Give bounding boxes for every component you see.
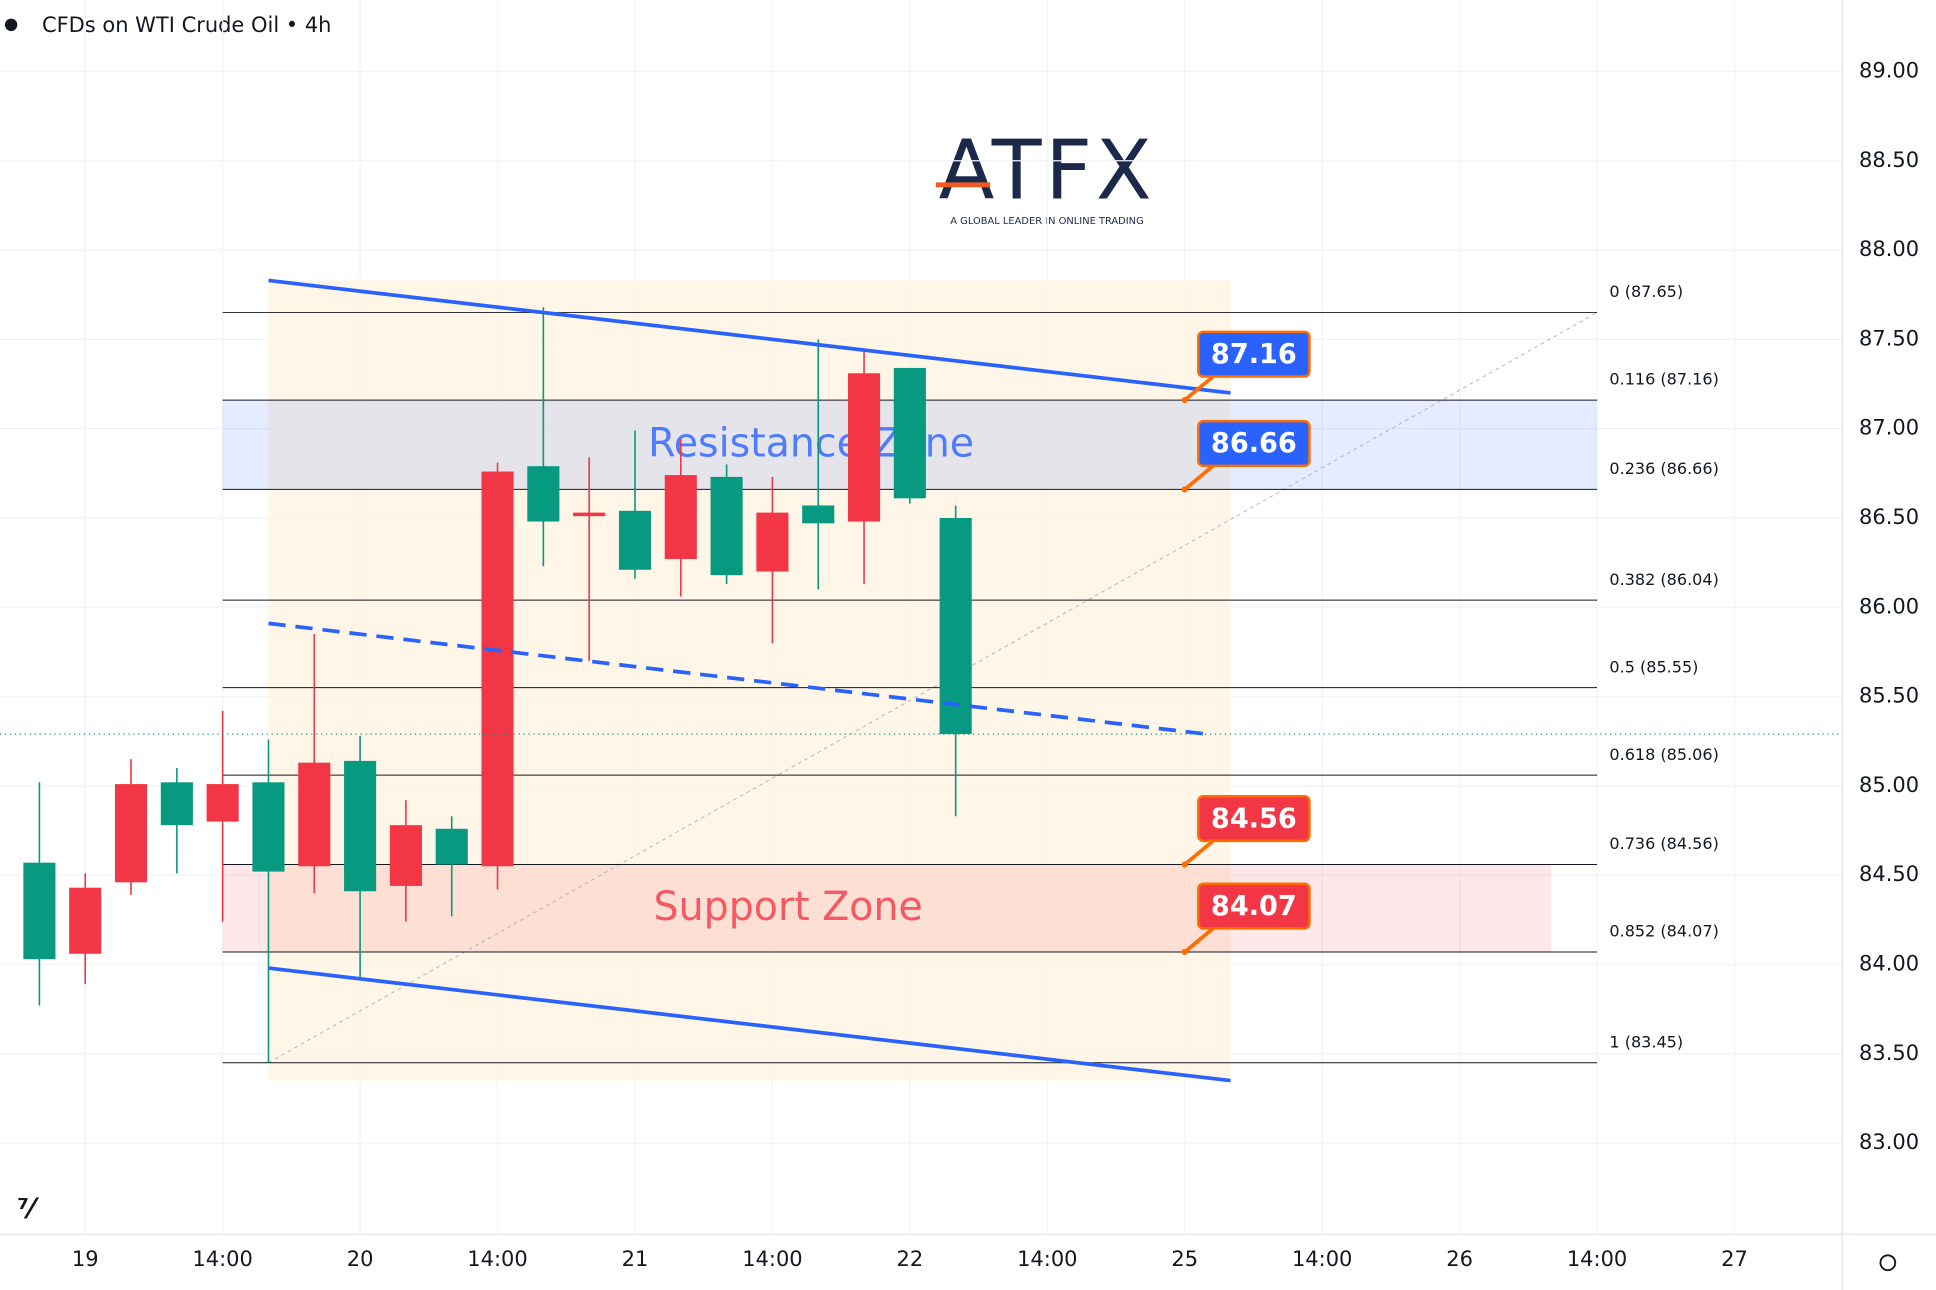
y-tick-label: 84.50 <box>1859 861 1919 886</box>
candle-body <box>802 505 835 524</box>
candle-body <box>939 517 972 735</box>
x-tick-label: 25 <box>1171 1246 1198 1271</box>
callout-box <box>1197 795 1311 843</box>
callout-box <box>1197 882 1311 930</box>
callout-pointer <box>1183 839 1215 866</box>
candle-body <box>298 762 331 867</box>
callout-label: 86.66 <box>1211 428 1297 459</box>
x-tick-label: 21 <box>622 1246 649 1271</box>
candle-body <box>435 828 468 865</box>
y-tick-label: 84.00 <box>1859 950 1919 975</box>
channel-fill <box>268 280 1231 1081</box>
candle-body <box>206 784 239 822</box>
zone-label: Support Zone <box>654 884 923 930</box>
candle-body <box>893 367 926 499</box>
plot-area: 83.00 83.50 84.00 84.50 85.00 85.50 86.00 86.50… <box>0 0 1919 1271</box>
y-tick-label: 83.00 <box>1859 1129 1919 1154</box>
trendline <box>268 966 1231 1083</box>
y-tick-label: 86.50 <box>1859 504 1919 529</box>
logo-title: ATFX <box>939 123 1156 218</box>
callout-box <box>1197 419 1311 468</box>
y-tick-label: 88.50 <box>1859 147 1919 172</box>
callout-label: 87.16 <box>1211 339 1297 370</box>
fib-label: 0.852 (84.07) <box>1609 922 1718 941</box>
fib-label: 0.618 (85.06) <box>1609 745 1718 764</box>
trendline <box>268 621 1207 736</box>
candle-body <box>527 466 560 522</box>
fib-label: 1 (83.45) <box>1609 1032 1683 1051</box>
callout-anchor <box>1181 486 1188 493</box>
candle-body <box>344 760 377 892</box>
x-tick-label: 26 <box>1446 1246 1473 1271</box>
candle-body <box>389 825 422 886</box>
fib-label: 0.382 (86.04) <box>1609 570 1718 589</box>
callout-anchor <box>1181 396 1188 404</box>
candle-body <box>710 476 743 576</box>
candle-body <box>160 782 193 826</box>
callout-pointer <box>1183 375 1215 402</box>
symbol-icon <box>4 18 18 32</box>
y-tick-label: 89.00 <box>1859 57 1919 82</box>
x-tick-label: 14:00 <box>467 1246 527 1271</box>
candle-body <box>114 784 148 883</box>
x-tick-label: 14:00 <box>192 1246 252 1271</box>
fib-diagonal <box>268 312 1598 1064</box>
fib-label: 0.5 (85.55) <box>1609 657 1698 676</box>
candle-body <box>252 782 285 872</box>
fib-label: 0.116 (87.16) <box>1609 370 1718 389</box>
trendline <box>268 278 1231 395</box>
tv-logo: ⁷⁄ <box>17 1194 39 1225</box>
settings-icon[interactable] <box>1879 1254 1897 1272</box>
candle-body <box>481 471 514 867</box>
y-tick-label: 88.00 <box>1859 236 1919 261</box>
candle-body <box>69 887 102 954</box>
chart-title: CFDs on WTI Crude Oil • 4h <box>42 12 332 37</box>
x-tick-label: 27 <box>1721 1246 1748 1271</box>
x-tick-label: 14:00 <box>1567 1246 1627 1271</box>
callout-pointer <box>1183 926 1215 954</box>
y-tick-label: 85.50 <box>1859 683 1919 708</box>
callout-anchor <box>1181 861 1188 868</box>
callout-box <box>1197 330 1311 378</box>
atfx-logo: ATFX A GLOBAL LEADER IN ONLINE TRADING <box>935 123 1156 227</box>
candle-body <box>664 475 697 560</box>
callout-anchor <box>1181 948 1188 956</box>
zone <box>222 864 1552 952</box>
fib-label: 0.736 (84.56) <box>1609 834 1718 853</box>
y-tick-label: 87.50 <box>1859 325 1919 350</box>
callout-pointer <box>1183 464 1215 491</box>
y-tick-label: 87.00 <box>1859 415 1919 440</box>
x-tick-label: 14:00 <box>742 1246 802 1271</box>
candle-body <box>847 373 881 522</box>
candle-body <box>618 510 652 570</box>
fib-label: 0.236 (86.66) <box>1609 459 1718 478</box>
x-tick-label: 20 <box>347 1246 374 1271</box>
x-tick-label: 14:00 <box>1017 1246 1077 1271</box>
y-tick-label: 83.50 <box>1859 1040 1919 1065</box>
fib-label: 0 (87.65) <box>1609 282 1683 301</box>
candle-body <box>573 512 606 517</box>
x-tick-label: 19 <box>72 1246 99 1271</box>
candle-body <box>756 512 789 572</box>
x-tick-label: 22 <box>897 1246 924 1271</box>
candle-body <box>23 862 56 960</box>
y-tick-label: 86.00 <box>1859 593 1919 618</box>
y-tick-label: 85.00 <box>1859 772 1919 797</box>
x-tick-label: 14:00 <box>1292 1246 1352 1271</box>
callout-label: 84.56 <box>1211 803 1297 834</box>
callout-label: 84.07 <box>1211 891 1297 922</box>
